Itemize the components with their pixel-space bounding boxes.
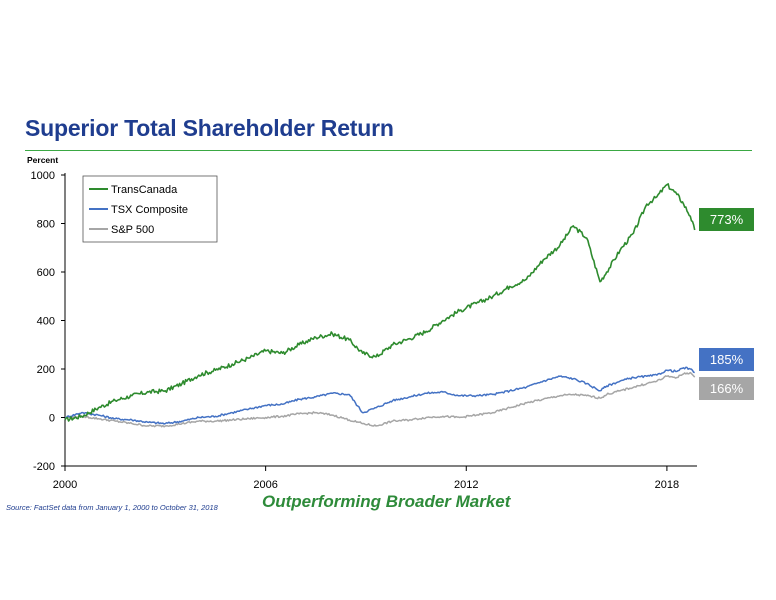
legend-label: S&P 500 (111, 224, 154, 236)
y-tick-label: 800 (37, 219, 55, 231)
chart-tagline: Outperforming Broader Market (262, 492, 511, 511)
y-tick-label: 1000 (31, 170, 55, 182)
end-label-1: 773% (699, 208, 754, 231)
series-line-transcanada (64, 183, 696, 422)
end-label-text: 166% (710, 381, 744, 396)
x-axis-ticks: 2000 2006 2012 2018 (53, 466, 679, 491)
series-line-tsx-composite (64, 366, 695, 425)
source-note: Source: FactSet data from January 1, 200… (6, 503, 218, 512)
x-tick-label: 2012 (454, 479, 478, 491)
end-value-labels: 773% 185% 166% (699, 208, 754, 400)
end-label-3: 166% (699, 377, 754, 400)
end-label-text: 185% (710, 352, 744, 367)
legend-label: TSX Composite (111, 204, 188, 216)
series-lines (64, 183, 696, 428)
series-line-s-p-500 (64, 371, 696, 428)
title-divider (25, 150, 752, 151)
slide-title: Superior Total Shareholder Return (25, 115, 394, 141)
end-label-box (699, 348, 754, 371)
y-tick-label: 400 (37, 316, 55, 328)
legend-label: TransCanada (111, 184, 178, 196)
x-tick-label: 2018 (655, 479, 679, 491)
end-label-text: 773% (710, 212, 744, 227)
end-label-box (699, 208, 754, 231)
y-tick-label: 600 (37, 267, 55, 279)
x-tick-label: 2000 (53, 479, 77, 491)
y-tick-label: 0 (49, 413, 55, 425)
y-tick-label: 200 (37, 364, 55, 376)
end-label-2: 185% (699, 348, 754, 371)
end-label-box (699, 377, 754, 400)
y-tick-label: -200 (33, 461, 55, 473)
x-tick-label: 2006 (253, 479, 277, 491)
y-axis-ticks: -200 0 200 400 600 800 1000 (31, 170, 65, 473)
y-axis-label: Percent (27, 155, 58, 165)
legend: TransCanada TSX Composite S&P 500 (82, 175, 218, 243)
